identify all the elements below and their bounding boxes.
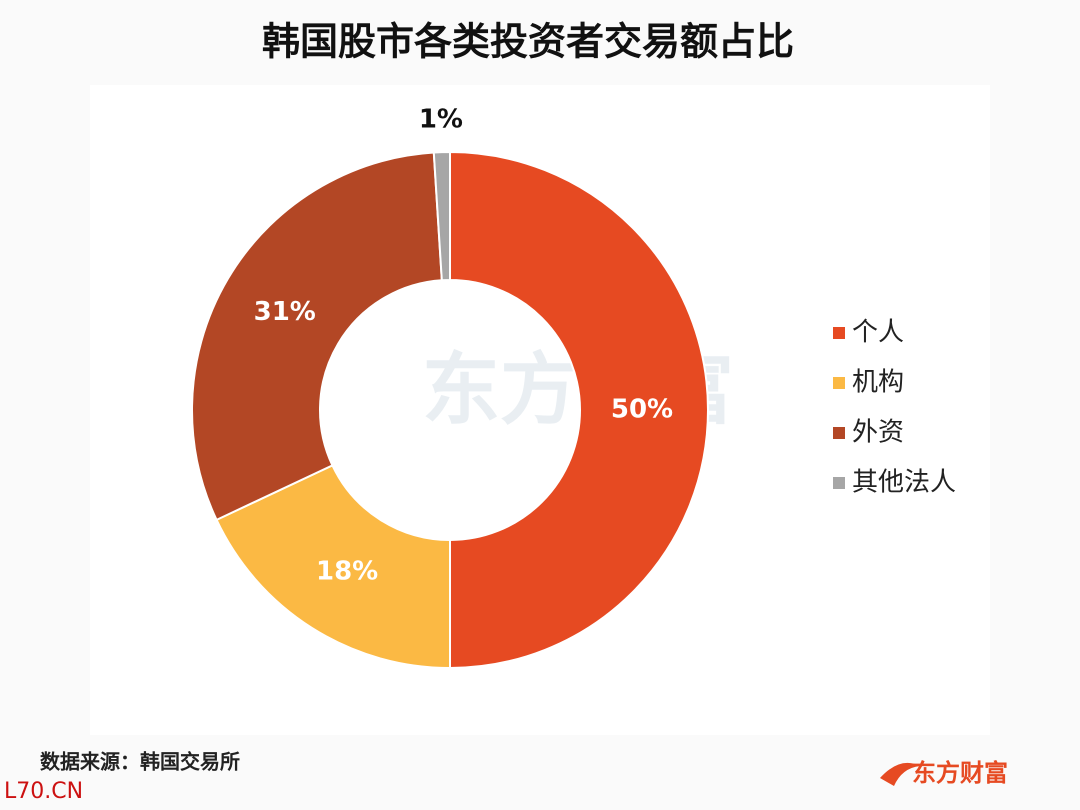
logo: 东方财富 bbox=[912, 759, 1008, 787]
data-label: 1% bbox=[419, 105, 463, 135]
legend-swatch bbox=[833, 377, 845, 389]
labels: 50% 18% 31% 1% bbox=[254, 102, 673, 587]
source-note: 数据来源：韩国交易所 bbox=[40, 750, 240, 774]
logo-icon bbox=[880, 762, 920, 786]
legend-label: 其他法人 bbox=[852, 468, 956, 498]
legend-swatch bbox=[833, 427, 845, 439]
data-label: 50% bbox=[611, 395, 673, 425]
donut-slice bbox=[191, 151, 443, 522]
legend-swatch bbox=[833, 477, 845, 489]
donut-slice bbox=[449, 150, 709, 670]
legend-label: 外资 bbox=[852, 418, 904, 448]
chart-title: 韩国股市各类投资者交易额占比 bbox=[262, 20, 794, 64]
data-label: 18% bbox=[316, 557, 378, 587]
site-mark: L70.CN bbox=[4, 779, 83, 804]
data-label: 31% bbox=[254, 297, 316, 327]
donut-slice bbox=[215, 464, 451, 670]
legend-label: 机构 bbox=[852, 368, 904, 398]
donut bbox=[191, 150, 709, 670]
label-box bbox=[410, 102, 471, 139]
donut-slice bbox=[432, 150, 451, 282]
legend-label: 个人 bbox=[852, 318, 904, 348]
legend-swatch bbox=[833, 327, 845, 339]
